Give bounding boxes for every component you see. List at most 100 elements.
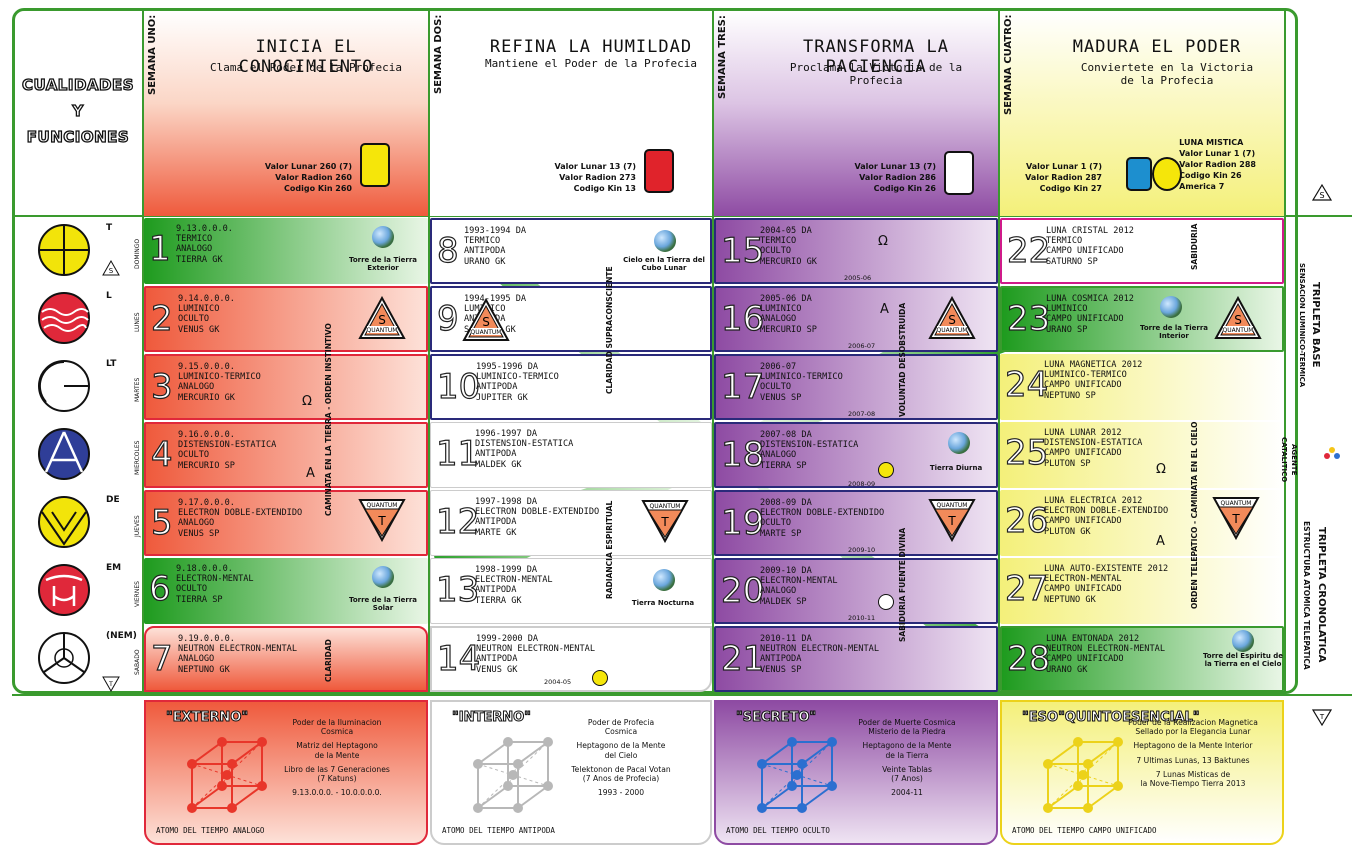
calendar-cell: 11 1996-1997 DA DISTENSION-ESTATICA ANTIPOD… bbox=[430, 422, 712, 488]
cell-text: 1997-1998 DA ELECTRON DOBLE-EXTENDIDO ANTI… bbox=[475, 497, 599, 538]
cell-line: ELECTRON-MENTAL bbox=[760, 576, 838, 587]
cell-line: ANTIPODA bbox=[475, 449, 517, 460]
atom-box-line: Poder de Profecia bbox=[587, 718, 655, 727]
cell-text: 1995-1996 DA LUMINICO-TERMICO ANTIPODA JUPI… bbox=[476, 362, 559, 403]
side-label-bottom-sub: ESTRUCTURA ATOMICA TELEPATICA bbox=[1302, 500, 1311, 690]
atom-box-line: de la Mente bbox=[314, 750, 360, 760]
cell-number: 25 bbox=[1004, 433, 1049, 473]
white-seal-icon bbox=[878, 594, 894, 610]
quantum-triangle-t-icon: QUANTUM T bbox=[641, 500, 689, 543]
triangle-quantum: QUANTUM bbox=[937, 327, 968, 334]
cell-line: 1994-1995 DA bbox=[464, 294, 527, 304]
cell-number: 10 bbox=[436, 367, 481, 407]
cell-line: 1993-1994 DA bbox=[464, 226, 527, 236]
cell-line: 2010-11 DA bbox=[760, 634, 812, 644]
plasma-circle-icon bbox=[38, 564, 90, 616]
cell-line: OCULTO bbox=[178, 314, 210, 325]
atom-box-footer: ATOMO DEL TIEMPO OCULTO bbox=[726, 826, 830, 835]
plasma-circle-icon bbox=[38, 224, 90, 276]
week-value: Codigo Kin 13 bbox=[573, 184, 636, 193]
cell-number: 20 bbox=[720, 571, 765, 611]
cell-text: 9.18.0.0.0. ELECTRON-MENTAL OCULTO TIERRA S… bbox=[176, 564, 254, 605]
row-day: SABADO bbox=[134, 649, 141, 675]
cell-line: NEUTRON ELECTRON-MENTAL bbox=[760, 644, 879, 655]
atom-box-line: Sellado por la Elegancia Lunar bbox=[1135, 727, 1251, 737]
row-label: MIERCOLES bbox=[14, 422, 142, 489]
cell-line: 9.16.0.0.0. bbox=[178, 430, 235, 440]
atom-box-line: (7 Anos de Profecia) bbox=[582, 774, 660, 784]
cell-line: NEPTUNO GK bbox=[178, 664, 230, 675]
cell-line: LUNA CRISTAL 2012 bbox=[1046, 226, 1134, 236]
cell-line: 2007-08 DA bbox=[760, 430, 812, 440]
qualities-title-line: FUNCIONES bbox=[26, 127, 130, 146]
cell-line: ANALOGO bbox=[760, 450, 797, 461]
triangle-quantum: QUANTUM bbox=[367, 327, 398, 334]
triangle-letter: S bbox=[378, 313, 386, 327]
atom-box-line: Misterio de la Piedra bbox=[868, 727, 946, 737]
cell-line: CAMPO UNIFICADO bbox=[1046, 314, 1124, 325]
cell-line: LUMINICO bbox=[760, 304, 802, 315]
side-label-text: CATALITICO bbox=[1280, 437, 1288, 483]
calendar-cell: 1 9.13.0.0.0. TERMICO ANALOGO TIERRA GK Torre… bbox=[144, 218, 428, 284]
row-day: JUEVES bbox=[134, 515, 141, 537]
week-value: Codigo Kin 27 bbox=[1039, 184, 1102, 193]
alpha-symbol: A bbox=[880, 302, 889, 317]
side-label-text: TRIPLETA CRONOLATICA bbox=[1316, 527, 1327, 663]
week-label: SEMANA TRES: bbox=[717, 15, 728, 99]
calendar-cell: 25 LUNA LUNAR 2012 DISTENSION-ESTATICA CAMP… bbox=[1000, 422, 1284, 488]
cell-line: DISTENSION-ESTATICA bbox=[1044, 438, 1143, 449]
cell-text: LUNA AUTO-EXISTENTE 2012 ELECTRON-MENTAL C… bbox=[1044, 564, 1168, 605]
week-title: INICIA EL CONOCIMIENTO bbox=[238, 37, 374, 77]
alpha-symbol: A bbox=[1156, 534, 1165, 549]
cell-line: TIERRA GK bbox=[176, 254, 223, 265]
seal-glyph-icon bbox=[1126, 157, 1152, 191]
cell-line: LUNA MAGNETICA 2012 bbox=[1044, 360, 1143, 370]
cell-line: ANALOGO bbox=[178, 654, 215, 665]
week-values: Valor Lunar 260 (7) Valor Radion 260 Cod… bbox=[265, 161, 352, 194]
atom-box-line: Heptagono de la Mente Interior bbox=[1133, 741, 1253, 751]
week-value: Valor Radion 288 bbox=[1179, 160, 1256, 169]
cell-line: 2006-07 bbox=[760, 362, 797, 372]
cell-line: TERMICO bbox=[1046, 236, 1083, 247]
calendar-cell: 24 LUNA MAGNETICA 2012 LUMINICO-TERMICO CAM… bbox=[1000, 354, 1284, 420]
atom-box-title: "INTERNO" bbox=[452, 710, 532, 726]
cell-line: ELECTRON DOBLE-EXTENDIDO bbox=[1044, 506, 1169, 517]
week-header-2: SEMANA DOS: REFINA LA HUMILDAD Mantiene … bbox=[430, 11, 712, 216]
week-value: Valor Radion 273 bbox=[559, 173, 636, 182]
atom-box: "EXTERNO" Poder de la Iluminacion Cosmica M… bbox=[144, 700, 428, 845]
week-subtitle: Mantiene el Poder de la Profecia bbox=[485, 57, 697, 70]
cell-line: ANTIPODA bbox=[476, 382, 518, 393]
calendar-cell: 26 LUNA ELECTRICA 2012 ELECTRON DOBLE-EXTE… bbox=[1000, 490, 1284, 556]
seal-glyph-icon bbox=[944, 151, 974, 195]
calendar-cell: 6 9.18.0.0.0. ELECTRON-MENTAL OCULTO TIERRA … bbox=[144, 558, 428, 624]
year-label: 2006-07 bbox=[848, 342, 876, 350]
calendar-cell: 22 LUNA CRISTAL 2012 TERMICO CAMPO UNIFICAD… bbox=[1000, 218, 1284, 284]
calendar-cell: 2 9.14.0.0.0. LUMINICO OCULTO VENUS GK S QUANT… bbox=[144, 286, 428, 352]
cell-line: LUMINICO-TERMICO bbox=[760, 372, 843, 383]
cell-line: ANALOGO bbox=[178, 382, 215, 393]
cell-number: 6 bbox=[148, 569, 171, 609]
cell-line: JUPITER GK bbox=[476, 392, 528, 403]
atom-box-line: de la Tierra bbox=[885, 750, 929, 760]
cell-line: LUNA COSMICA 2012 bbox=[1046, 294, 1134, 304]
cell-text: 2009-10 DA ELECTRON-MENTAL ANALOGO MALDEK S… bbox=[760, 566, 838, 607]
cell-line: 1997-1998 DA bbox=[475, 497, 538, 507]
omega-symbol: Ω bbox=[1156, 462, 1166, 477]
qualities-title-line: CUALIDADES bbox=[21, 75, 135, 94]
calendar-cell: 20 2009-10 DA ELECTRON-MENTAL ANALOGO MALDEK… bbox=[714, 558, 998, 624]
cell-number: 15 bbox=[720, 231, 765, 271]
row-day: MARTES bbox=[134, 377, 141, 403]
calendar-cell: 10 1995-1996 DA LUMINICO-TERMICO ANTIPODA JU… bbox=[430, 354, 712, 420]
week-value: Valor Lunar 13 (7) bbox=[554, 162, 636, 171]
cell-line: 1996-1997 DA bbox=[475, 429, 538, 439]
svg-text:S: S bbox=[1319, 191, 1324, 200]
atom-box-line: 2004-11 bbox=[891, 788, 923, 798]
vertical-label: ORDEN TELEPATICO - CAMINATA EN EL CIELO bbox=[1190, 421, 1199, 609]
cell-line: TIERRA SP bbox=[176, 594, 223, 605]
divider bbox=[12, 694, 1352, 696]
cell-number: 17 bbox=[720, 367, 765, 407]
cell-text: 9.16.0.0.0. DISTENSION-ESTATICA OCULTO MERC… bbox=[178, 430, 276, 471]
atom-box: "INTERNO" Poder de Profecia Cosmica Heptago… bbox=[430, 700, 712, 845]
